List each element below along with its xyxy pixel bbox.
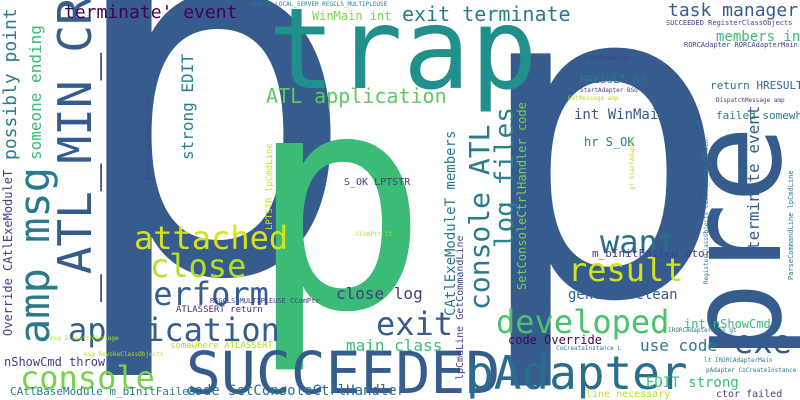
word-result: result bbox=[568, 251, 684, 289]
word-ctor-failed: ctor failed bbox=[716, 389, 783, 400]
word-someone-ending: someone ending bbox=[26, 25, 45, 160]
word-p-large-right: p bbox=[470, 0, 735, 398]
word-trap: trap bbox=[268, 0, 538, 115]
word-general-clean: general clean bbox=[568, 287, 678, 303]
word-rorcadapter-rorcadaptermain: RORCAdapter RORCAdapterMain bbox=[684, 41, 798, 49]
word-lpcmdline-getcommandline: lpCmdLine GetCommandLine bbox=[455, 235, 466, 381]
word-succeeded: SUCCEEDED bbox=[186, 339, 501, 400]
word-registerclassobjects-clsctx: RegisterClassObjects CLSCTX_LOCAL_SERVER bbox=[703, 139, 710, 285]
word-lptstr-lpcmdline: LPTSTR lpCmdLine bbox=[265, 143, 275, 230]
word-close: close bbox=[150, 247, 247, 285]
word-line-necessary: line necessary bbox=[586, 389, 671, 400]
word-want: want bbox=[600, 223, 678, 261]
word-strong-edit: strong EDIT bbox=[178, 54, 197, 160]
word-dispatchmessage-amp: DispatchMessage amp bbox=[716, 97, 785, 104]
word-msg-dispatchmessage: msg DispatchMessage bbox=[50, 335, 119, 342]
word-perform: perform bbox=[134, 275, 269, 313]
word-lt-irorcadaptermain: lt IRORCAdapterMain bbox=[704, 357, 773, 364]
word-terminate-event: terminate event bbox=[744, 105, 763, 251]
word-amp-msg: amp msg bbox=[10, 166, 59, 344]
word-terminate-event-quoted: terminate' event bbox=[64, 2, 238, 23]
word-revokeclassobjects-code: RevokeClassObjects code bbox=[145, 96, 152, 180]
word-atlassert-return: ATLASSERT return bbox=[176, 305, 263, 315]
word-int-nshowcmd: int nShowCmd bbox=[684, 317, 771, 331]
word-exit: exit bbox=[376, 305, 454, 343]
word-atl-application: ATL application bbox=[266, 84, 447, 108]
word-main-class: main class bbox=[346, 336, 443, 355]
word-p-green: p bbox=[248, 29, 429, 378]
word-code-override: code Override bbox=[508, 333, 602, 347]
word-parsecommandline-lpcmdline: ParseCommandLine lpCmdLine bbox=[787, 170, 795, 280]
word-nshowcmd-throw: nShowCmd throw bbox=[4, 355, 106, 369]
word-gt-startadapter: gt StartAdapter bbox=[629, 135, 636, 190]
word-hr-s-ok: hr S_OK bbox=[584, 135, 635, 149]
word-minitfailed-ctor: m_bInitFailed ctor bbox=[592, 247, 712, 260]
word-console: console bbox=[20, 359, 155, 397]
word-possibly-point: possibly point bbox=[0, 8, 21, 160]
word-padapter: pAdapter bbox=[466, 346, 688, 400]
word-msg-revokeclassobjects: msg RevokeClassObjects bbox=[84, 351, 164, 358]
word-close-log: close log bbox=[336, 284, 423, 303]
word-edit-strong: EDIT strong bbox=[646, 375, 739, 391]
word-clsctx-regcls: CLSCTX_LOCAL_SERVER REGCLS_MULTIPLEUSE bbox=[250, 1, 388, 8]
word-failed-somewhere: failed somewhere bbox=[716, 109, 800, 122]
word-succeeded-registerclassobjects: SUCCEEDED RegisterClassObjects bbox=[666, 19, 793, 27]
word-winmain-int: WinMain int bbox=[312, 9, 392, 23]
word-override-catlexemodulet: Override CAtlExeModuleT bbox=[1, 169, 15, 336]
word-return-hresult: return HRESULT bbox=[710, 79, 800, 92]
word-padapter-cocreateinstance: pAdapter CoCreateInstance bbox=[706, 367, 797, 374]
word-ccomptr-lt: CComPtr lt bbox=[356, 231, 393, 238]
word-exit-terminate: exit terminate bbox=[402, 2, 571, 26]
word-l-rorcadapter: L RORCAdapter bbox=[584, 55, 631, 62]
word-cocreateinstance-l: CoCreateInstance L bbox=[556, 345, 622, 352]
word-getmessage-amp: GetMessage amp bbox=[568, 95, 619, 102]
word-application: application bbox=[68, 311, 280, 349]
word-exe: exe bbox=[734, 323, 792, 361]
word-task-manager: task manager bbox=[668, 0, 799, 21]
word-setconsolectrlhandler-code: SetConsoleCtrlHandler code bbox=[515, 102, 529, 290]
word-hresult-hr: HRESULT hr bbox=[580, 73, 647, 86]
word-int-winmain: int WinMain bbox=[574, 107, 667, 123]
word-use-code: use code bbox=[640, 336, 718, 355]
word-regcls-ccomptr: REGCLS_MULTIPLEUSE CComPtr bbox=[210, 297, 320, 305]
word-attached: attached bbox=[134, 219, 289, 257]
word-s-ok-lptstr: S_OK LPTSTR bbox=[344, 177, 411, 188]
word-members-int: members int bbox=[716, 29, 800, 45]
word-irorcadaptermain-gt: IRORCAdapterMain gt bbox=[668, 327, 737, 334]
word-catlbasemodule-minitfailed: CAtlBaseModule m_bInitFailed bbox=[10, 385, 196, 398]
word-somewhere-atlassert: somewhere ATLASSERT bbox=[170, 341, 273, 351]
word-developed: developed bbox=[496, 303, 670, 341]
word-startadapter-bsg: StartAdapter BSG bbox=[580, 87, 638, 94]
word-p-large-left: p bbox=[60, 0, 362, 389]
word-code-setconsolectrlhandler: code SetConsoleCtrlHandler bbox=[186, 383, 406, 399]
